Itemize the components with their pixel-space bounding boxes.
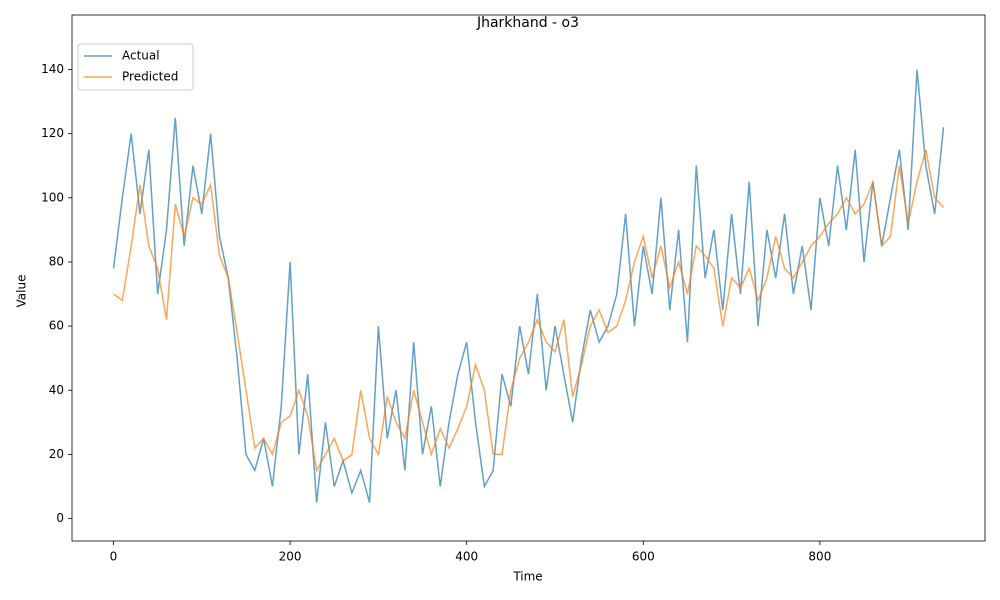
x-tick-label: 200: [279, 550, 302, 564]
y-tick-label: 140: [41, 62, 64, 76]
x-tick-label: 800: [808, 550, 831, 564]
y-axis-label: Value: [15, 275, 29, 308]
x-axis-label: Time: [512, 570, 542, 584]
y-tick-label: 120: [41, 126, 64, 140]
x-tick-label: 0: [110, 550, 118, 564]
y-tick-label: 0: [56, 511, 64, 525]
y-tick-label: 80: [49, 254, 64, 268]
x-tick-label: 400: [455, 550, 478, 564]
series-line: [112, 69, 945, 503]
y-tick-label: 40: [49, 383, 64, 397]
legend-label: Actual: [122, 49, 160, 63]
legend-label: Predicted: [122, 70, 178, 84]
series-line: [113, 149, 945, 473]
y-tick-label: 60: [49, 319, 64, 333]
chart-title: Jharkhand - o3: [476, 15, 579, 31]
plot-frame: [71, 14, 986, 542]
y-tick-label: 100: [41, 190, 64, 204]
x-tick-label: 600: [632, 550, 655, 564]
y-tick-label: 20: [49, 447, 64, 461]
